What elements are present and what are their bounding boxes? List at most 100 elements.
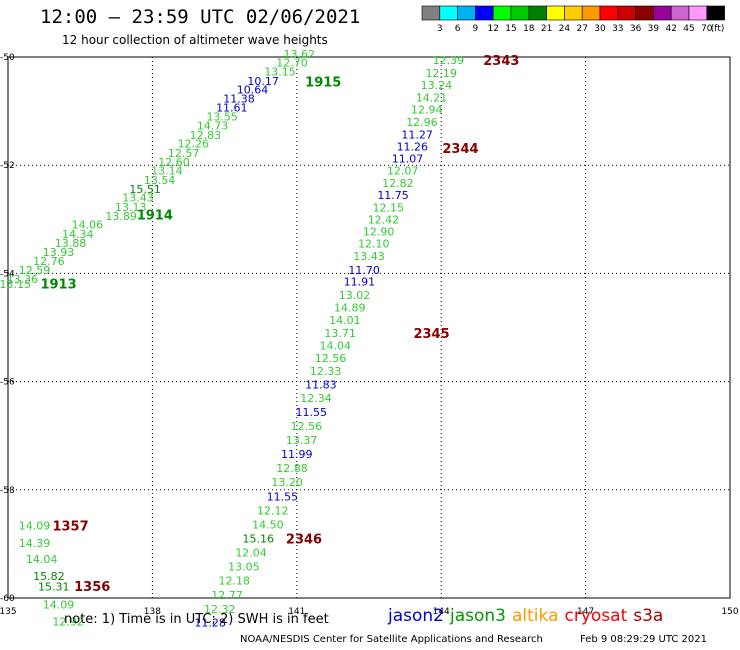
wave-height-label: 11.83 — [305, 378, 337, 391]
x-tick-label: 150 — [721, 607, 738, 617]
wave-height-points: 13.6212.7013.1510.1710.6411.3811.6113.55… — [0, 48, 464, 630]
wave-height-label: 15.82 — [33, 570, 65, 583]
wave-height-label: 12.90 — [363, 226, 395, 239]
wave-height-label: 13.71 — [324, 327, 356, 340]
wave-height-label: 12.33 — [310, 365, 342, 378]
color-scale-label: 6 — [455, 24, 461, 34]
time-label: 2345 — [413, 327, 449, 342]
x-tick-label: 147 — [577, 607, 594, 617]
wave-height-label: 14.06 — [72, 219, 104, 232]
wave-height-label: 13.14 — [151, 165, 183, 178]
wave-height-label: 12.32 — [204, 603, 236, 616]
wave-height-label: 12.70 — [276, 56, 308, 69]
wave-height-label: 13.36 — [7, 273, 39, 286]
wave-height-label: 13.20 — [271, 476, 303, 489]
x-tick-label: 135 — [0, 607, 17, 617]
color-scale-swatch — [706, 5, 725, 21]
wave-height-label: 11.61 — [216, 101, 248, 114]
wave-height-label: 12.60 — [158, 156, 190, 169]
color-scale-label: 42 — [665, 24, 676, 34]
wave-height-label: 12.12 — [257, 504, 289, 517]
wave-height-label: 12.42 — [368, 213, 400, 226]
wave-height-label: 13.02 — [339, 289, 371, 302]
wave-height-label: 12.10 — [358, 238, 390, 251]
time-label: 1357 — [52, 520, 88, 535]
wave-height-label: 11.91 — [344, 276, 376, 289]
wave-height-label: 12.34 — [300, 392, 332, 405]
satellite-legend: jason2 jason3 altika cryosat s3a — [388, 606, 669, 626]
color-scale-swatch — [564, 5, 583, 21]
wave-height-label: 13.37 — [286, 434, 318, 447]
y-tick-label: -60 — [0, 594, 15, 604]
wave-height-label: 14.34 — [62, 228, 94, 241]
wave-height-label: 11.28 — [194, 616, 226, 629]
wave-height-label: 15.31 — [38, 581, 70, 594]
wave-height-label: 13.05 — [228, 561, 260, 574]
color-scale-label: 36 — [630, 24, 642, 34]
chart-title: 12:00 — 23:59 UTC 02/06/2021 — [40, 6, 361, 28]
color-scale-label: 39 — [648, 24, 660, 34]
wave-height-label: 14.04 — [26, 553, 58, 566]
wave-height-label: 11.55 — [267, 490, 299, 503]
wave-height-label: 12.92 — [52, 615, 84, 628]
color-scale-label: 70 — [701, 24, 713, 34]
wave-height-label: 14.09 — [19, 520, 51, 533]
plot-frame — [7, 56, 731, 599]
wave-height-label: 12.96 — [406, 116, 438, 129]
wave-height-label: 12.59 — [19, 264, 51, 277]
wave-height-label: 12.04 — [235, 547, 267, 560]
wave-height-label: 12.76 — [33, 255, 65, 268]
color-scale-swatch — [599, 5, 619, 21]
wave-height-label: 10.17 — [247, 75, 279, 88]
wave-height-label: 14.04 — [320, 339, 352, 352]
color-scale-swatch — [475, 5, 494, 21]
wave-height-label: 12.56 — [291, 420, 323, 433]
time-label: 1356 — [74, 580, 110, 595]
axis-ticks: 135 138 141 144 147 150 -50 -52 -54 -56 -58 -60 — [0, 53, 739, 617]
time-labels: 1915 1914 1913 2343 2344 2345 2346 1357 1356 — [40, 54, 519, 595]
wave-height-label: 11.55 — [295, 406, 327, 419]
color-scale-swatch — [421, 5, 441, 21]
color-scale-swatch — [688, 5, 708, 21]
wave-height-label: 13.55 — [206, 111, 238, 124]
time-label: 1914 — [137, 208, 173, 223]
wave-height-label: 13.24 — [421, 79, 453, 92]
color-scale-swatch — [670, 5, 690, 21]
color-scale-swatch — [653, 5, 672, 21]
color-scale-label: 18 — [523, 24, 535, 34]
x-tick-label: 141 — [288, 607, 305, 617]
y-tick-label: -58 — [0, 486, 15, 496]
time-label: 2346 — [286, 532, 322, 547]
wave-height-label: 14.39 — [19, 537, 51, 550]
x-tick-label: 144 — [433, 607, 450, 617]
wave-height-label: 14.09 — [43, 598, 75, 611]
color-scale-label: 9 — [473, 24, 479, 34]
y-tick-label: -54 — [0, 269, 15, 279]
wave-height-label: 12.82 — [382, 177, 414, 190]
wave-height-label: 12.94 — [411, 103, 443, 116]
color-scale-label: (ft) — [711, 24, 725, 34]
plot-border — [7, 56, 731, 599]
legend-jason2: jason2 — [388, 606, 444, 626]
color-scale-swatch — [635, 5, 654, 21]
time-label: 1913 — [40, 278, 76, 293]
chart-subtitle: 12 hour collection of altimeter wave hei… — [62, 33, 328, 47]
wave-height-label: 12.26 — [178, 138, 210, 151]
color-scale-swatch — [617, 5, 636, 21]
grid-lines — [8, 57, 730, 598]
wave-height-label: 14.89 — [334, 301, 366, 314]
wave-height-label: 15.51 — [129, 183, 161, 196]
time-label: 2344 — [442, 142, 478, 157]
wave-height-label: 14.50 — [252, 518, 284, 531]
color-scale-label: 27 — [576, 24, 587, 34]
y-tick-label: -52 — [0, 161, 15, 171]
wave-height-label: 10.64 — [237, 83, 269, 96]
color-scale: 3 6 9 12 15 18 21 24 27 30 33 36 39 42 45 70(ft) — [421, 5, 725, 34]
wave-height-label: 11.75 — [377, 189, 409, 202]
wave-height-label: 11.99 — [281, 448, 313, 461]
time-label: 2343 — [483, 54, 519, 69]
wave-height-label: 11.38 — [223, 93, 255, 106]
color-scale-label: 24 — [559, 24, 571, 34]
y-tick-label: -50 — [0, 53, 15, 63]
